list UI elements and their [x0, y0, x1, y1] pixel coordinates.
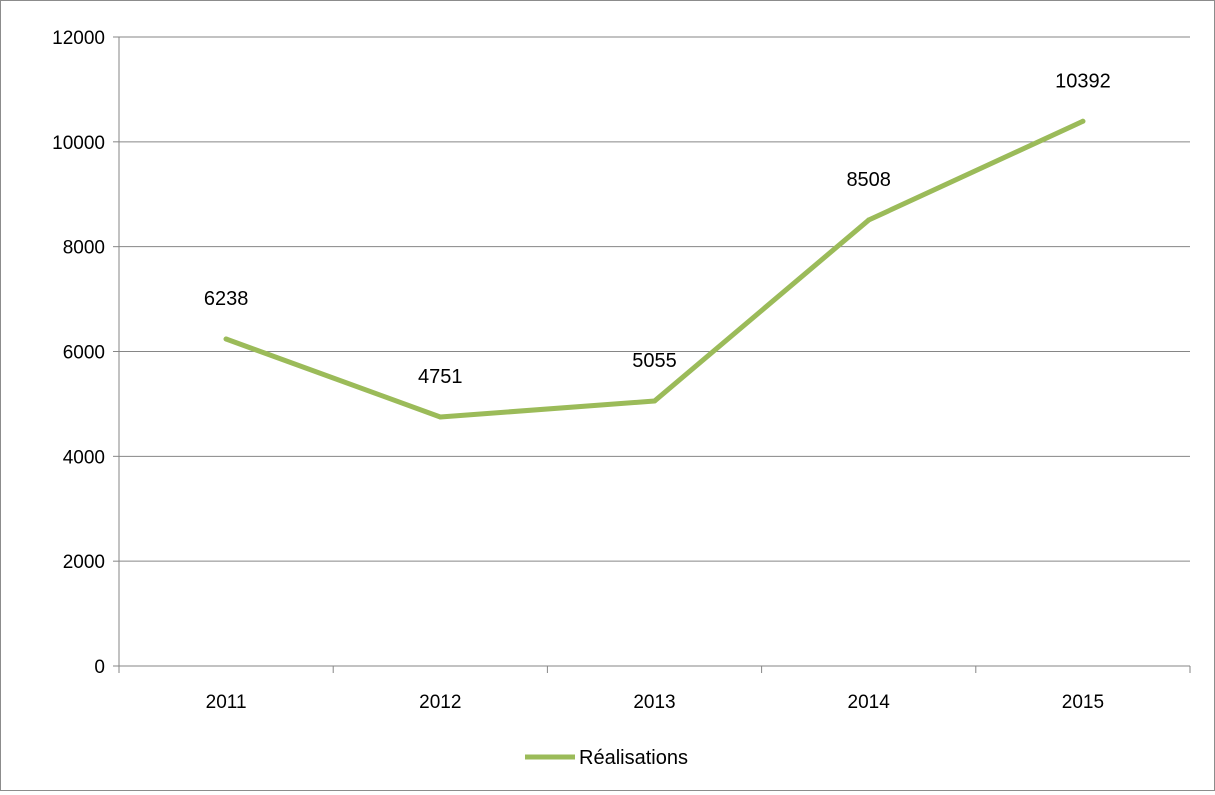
- y-tick-label: 2000: [63, 552, 105, 573]
- data-label: 6238: [204, 288, 249, 310]
- series-line: [223, 118, 1086, 420]
- y-tick-label: 8000: [63, 238, 105, 259]
- data-point: [437, 414, 443, 420]
- data-label: 10392: [1055, 70, 1111, 92]
- y-tick-label: 12000: [52, 28, 105, 49]
- x-tick-label: 2014: [848, 692, 891, 713]
- data-label: 8508: [846, 169, 891, 191]
- data-label: 4751: [418, 366, 463, 388]
- x-tick-label: 2011: [206, 692, 247, 713]
- data-labels: 6238 4751 5055 8508 10392: [204, 70, 1111, 388]
- series-layer: [223, 118, 1086, 420]
- y-tick-label: 10000: [52, 133, 105, 154]
- data-point: [223, 336, 229, 342]
- data-point: [1080, 118, 1086, 124]
- gridlines: [119, 36, 1190, 562]
- data-label: 5055: [632, 350, 677, 372]
- x-tick-label: 2013: [633, 692, 675, 713]
- y-tick-label: 4000: [63, 447, 105, 468]
- x-axis-tick-labels: 2011 2012 2013 2014 2015: [206, 692, 1104, 713]
- y-tick-label: 0: [94, 657, 105, 678]
- axes: [113, 36, 1191, 673]
- data-point: [652, 398, 657, 404]
- legend-label: Réalisations: [579, 747, 688, 769]
- legend: Réalisations: [525, 747, 688, 769]
- y-tick-label: 6000: [63, 343, 105, 364]
- y-axis-tick-labels: 0 2000 4000 6000 8000 10000 12000: [52, 28, 105, 678]
- x-tick-label: 2012: [419, 692, 461, 713]
- x-tick-label: 2015: [1062, 692, 1104, 713]
- data-point: [866, 217, 872, 223]
